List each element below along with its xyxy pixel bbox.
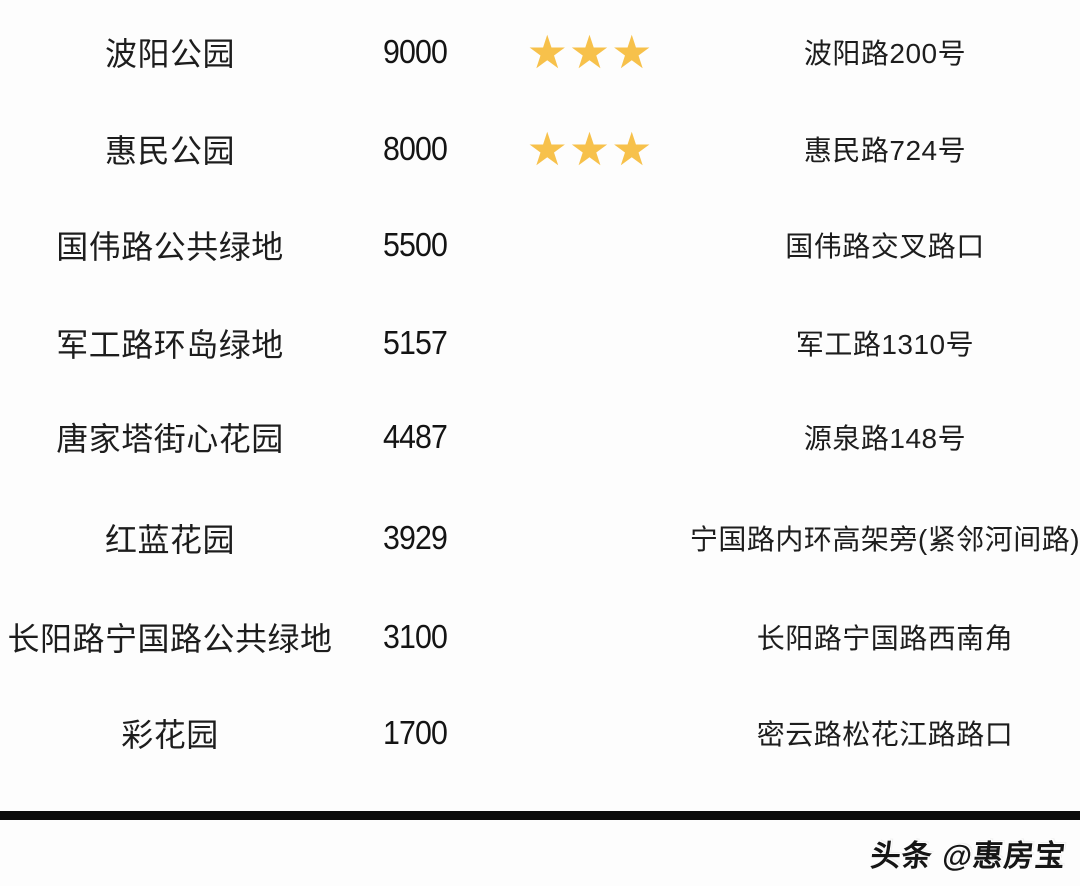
park-area: 9000	[383, 33, 448, 70]
park-name: 红蓝花园	[104, 522, 235, 558]
park-address: 宁国路内环高架旁(紧邻河间路)	[689, 524, 1080, 555]
table-row: 国伟路公共绿地 5500 国伟路交叉路口	[0, 197, 1080, 293]
park-area: 8000	[383, 130, 448, 167]
park-address: 长阳路宁国路西南角	[756, 623, 1014, 654]
star-rating-icon: ★★★	[526, 26, 654, 78]
park-address: 源泉路148号	[803, 423, 967, 454]
park-name: 军工路环岛绿地	[56, 327, 284, 363]
star-rating-icon	[490, 685, 690, 787]
park-address: 军工路1310号	[795, 329, 975, 360]
star-rating-icon: ★★★	[526, 123, 654, 175]
park-name: 波阳公园	[104, 36, 235, 72]
park-name: 惠民公园	[104, 133, 235, 169]
park-name: 彩花园	[121, 717, 219, 753]
park-area: 3100	[383, 618, 448, 655]
park-area: 5500	[383, 226, 448, 263]
park-area: 4487	[383, 418, 448, 455]
watermark-platform-label: 头条	[868, 840, 935, 873]
table-row: 红蓝花园 3929 宁国路内环高架旁(紧邻河间路)	[0, 490, 1080, 586]
park-address: 波阳路200号	[803, 38, 967, 69]
star-rating-icon	[490, 490, 690, 592]
star-rating-icon	[490, 389, 690, 491]
table-row: 惠民公园 8000 ★★★ 惠民路724号	[0, 101, 1080, 197]
table-row: 长阳路宁国路公共绿地 3100 长阳路宁国路西南角	[0, 589, 1080, 685]
park-address: 国伟路交叉路口	[785, 231, 985, 262]
star-rating-icon	[490, 589, 690, 691]
park-name: 国伟路公共绿地	[56, 229, 284, 265]
divider	[0, 811, 1080, 820]
table-row: 彩花园 1700 密云路松花江路路口	[0, 685, 1080, 781]
table-row: 军工路环岛绿地 5157 军工路1310号	[0, 295, 1080, 391]
toutiao-watermark: 头条 @惠房宝	[868, 831, 1068, 875]
star-rating-icon	[490, 295, 690, 397]
park-area: 3929	[383, 519, 448, 556]
watermark-handle-label: @惠房宝	[940, 840, 1068, 873]
star-rating-icon	[490, 197, 690, 299]
park-area: 1700	[383, 714, 448, 751]
table-row: 唐家塔街心花园 4487 源泉路148号	[0, 389, 1080, 485]
table-row: 波阳公园 9000 ★★★ 波阳路200号	[0, 4, 1080, 100]
park-name: 长阳路宁国路公共绿地	[7, 621, 333, 657]
park-name: 唐家塔街心花园	[56, 421, 284, 457]
park-address: 惠民路724号	[803, 135, 967, 166]
park-address: 密云路松花江路路口	[756, 719, 1014, 750]
park-area: 5157	[383, 324, 448, 361]
